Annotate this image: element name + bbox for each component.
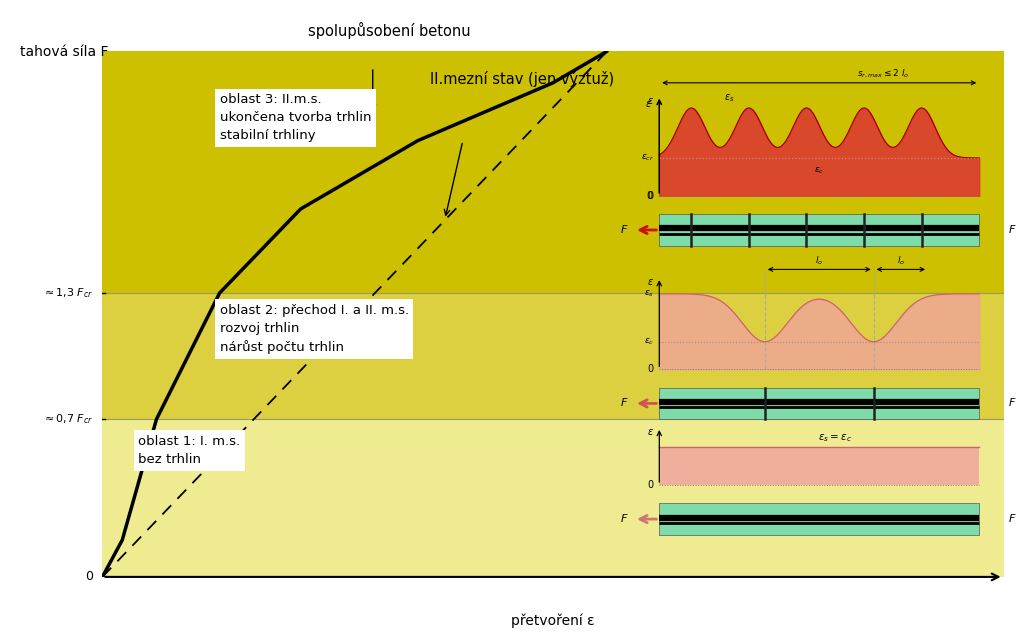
- Text: $\varepsilon_c$: $\varepsilon_c$: [644, 337, 654, 347]
- Text: 0: 0: [646, 191, 652, 201]
- Text: F: F: [621, 514, 627, 524]
- Text: $\varepsilon$: $\varepsilon$: [645, 99, 652, 109]
- Text: $s_{r,max} \leq 2\ l_o$: $s_{r,max} \leq 2\ l_o$: [857, 68, 909, 80]
- Bar: [102, 419, 1004, 577]
- Bar: [659, 214, 979, 246]
- Bar: [659, 388, 979, 419]
- Text: $\varepsilon$: $\varepsilon$: [647, 96, 654, 106]
- Text: II.mezní stav (jen výztuž): II.mezní stav (jen výztuž): [430, 71, 614, 87]
- Bar: [102, 51, 1004, 293]
- Text: $\varepsilon_{cr}$: $\varepsilon_{cr}$: [641, 153, 654, 163]
- Text: oblast 1: I. m.s.
bez trhlin: oblast 1: I. m.s. bez trhlin: [138, 435, 241, 466]
- Text: $l_o$: $l_o$: [897, 255, 905, 267]
- Text: $\varepsilon_s$: $\varepsilon_s$: [724, 92, 735, 104]
- Text: 0: 0: [648, 191, 654, 201]
- Text: 0: 0: [85, 570, 93, 583]
- Bar: [659, 447, 979, 485]
- Text: F: F: [621, 225, 627, 235]
- Text: F: F: [1009, 514, 1016, 524]
- Text: F: F: [1009, 225, 1016, 235]
- Text: $\varepsilon_s = \varepsilon_c$: $\varepsilon_s = \varepsilon_c$: [818, 432, 852, 444]
- Text: oblast 3: II.m.s.
ukončena tvorba trhlin
stabilní trhliny: oblast 3: II.m.s. ukončena tvorba trhlin…: [219, 94, 371, 142]
- Text: F: F: [621, 399, 627, 408]
- Text: tahová síla F: tahová síla F: [20, 45, 109, 59]
- Text: $\approx 0{,}7\ F_{cr}$: $\approx 0{,}7\ F_{cr}$: [42, 412, 93, 426]
- Bar: [102, 293, 1004, 419]
- Text: F: F: [1009, 399, 1016, 408]
- Bar: [659, 503, 979, 535]
- Text: $\approx 1{,}3\ F_{cr}$: $\approx 1{,}3\ F_{cr}$: [42, 286, 93, 300]
- Text: 0: 0: [648, 480, 654, 490]
- Text: $\varepsilon_s$: $\varepsilon_s$: [644, 288, 654, 299]
- Text: spolupůsobení betonu: spolupůsobení betonu: [308, 22, 470, 40]
- Text: $l_o$: $l_o$: [815, 255, 823, 267]
- Text: $\varepsilon$: $\varepsilon$: [647, 278, 654, 287]
- Text: přetvoření ε: přetvoření ε: [511, 613, 595, 628]
- Text: oblast 2: přechod I. a II. m.s.
rozvoj trhlin
nárůst počtu trhlin: oblast 2: přechod I. a II. m.s. rozvoj t…: [219, 304, 409, 354]
- Text: $\varepsilon_c$: $\varepsilon_c$: [814, 166, 824, 176]
- Text: $\varepsilon$: $\varepsilon$: [647, 427, 654, 437]
- Text: 0: 0: [648, 364, 654, 374]
